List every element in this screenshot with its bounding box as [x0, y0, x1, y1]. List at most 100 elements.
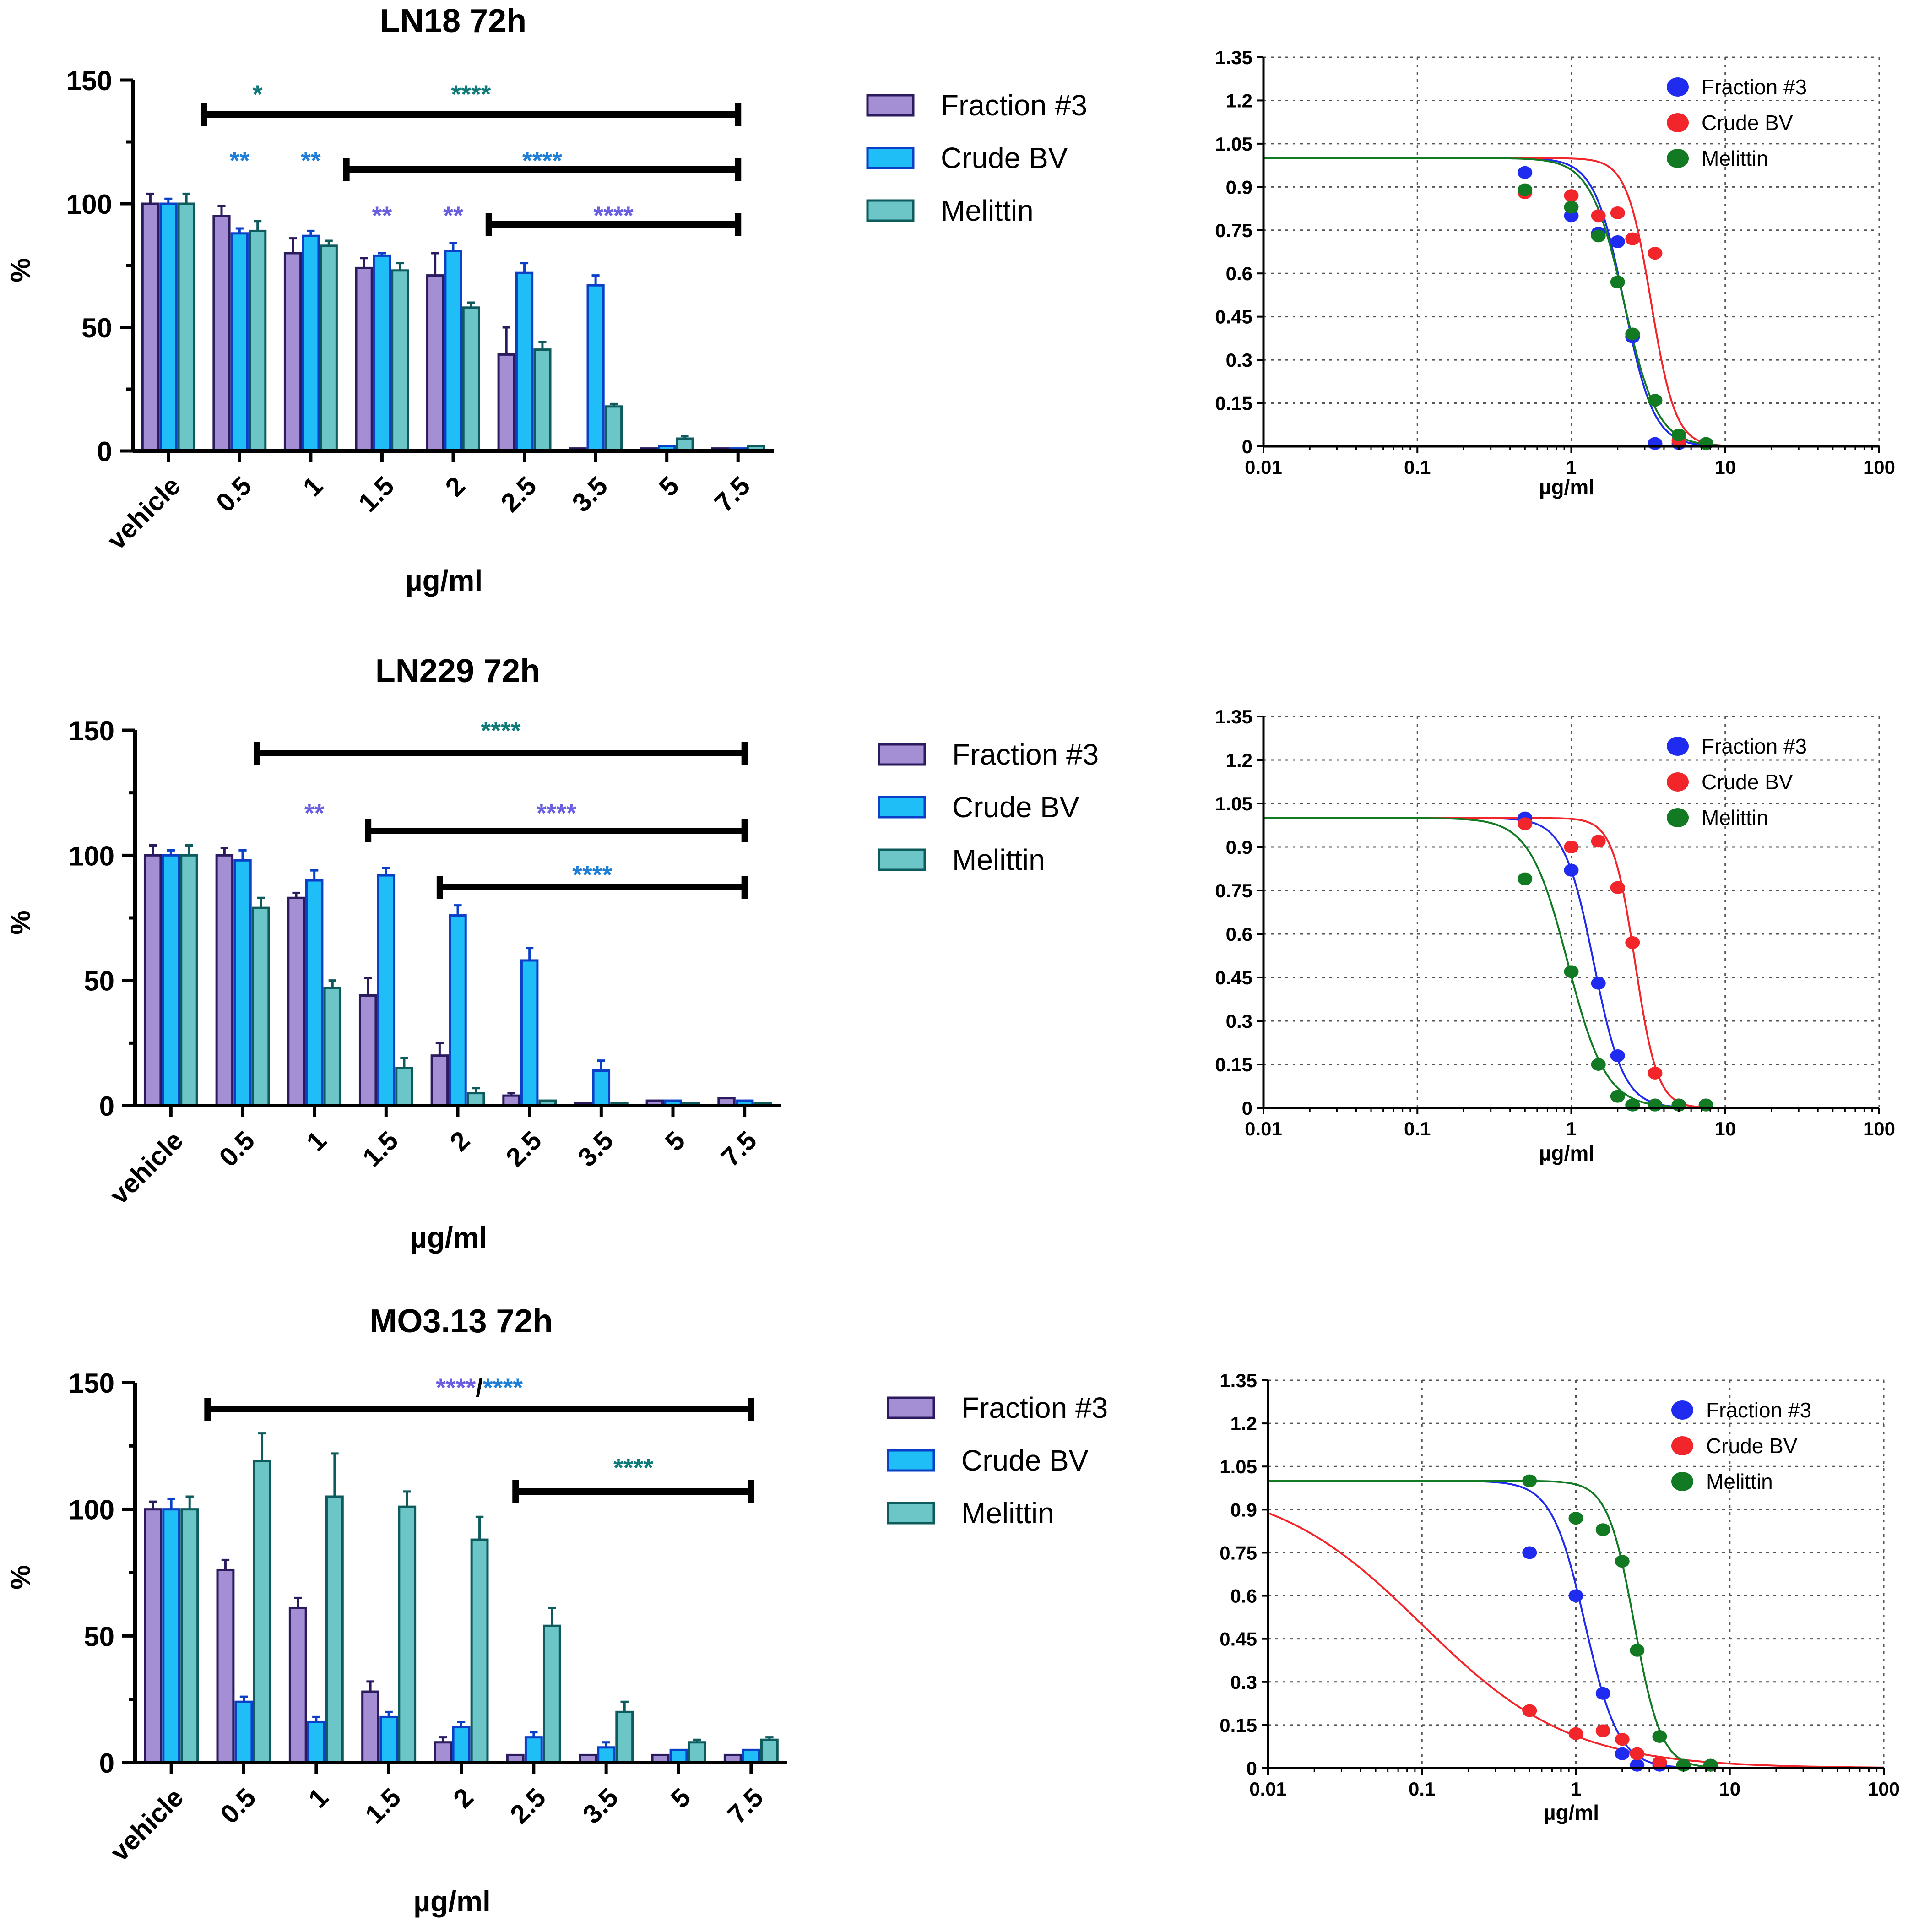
significance-part: **** — [483, 1373, 523, 1402]
x-tick-label: 3.5 — [566, 471, 613, 518]
significance-label: * — [253, 80, 263, 109]
data-point — [1671, 428, 1686, 441]
bar — [283, 252, 302, 452]
y-tick-label: 150 — [69, 716, 114, 746]
y-tick-label: 0.3 — [1230, 1672, 1257, 1693]
y-tick-label: 0 — [1242, 436, 1252, 457]
y-tick-label: 1.2 — [1226, 749, 1252, 771]
legend-marker — [1667, 772, 1689, 792]
legend-marker — [1671, 1436, 1693, 1455]
data-point — [1615, 1555, 1630, 1568]
x-tick-label: 1.5 — [353, 471, 400, 518]
y-tick-label: 0.6 — [1230, 1585, 1257, 1607]
significance-label: **** — [522, 146, 562, 175]
x-tick-label: 0.01 — [1249, 1778, 1287, 1800]
legend-swatch — [887, 1396, 935, 1419]
significance-label: **** — [593, 201, 633, 230]
bar — [361, 1690, 380, 1764]
x-tick-label: 0.1 — [1404, 1118, 1431, 1140]
legend-marker — [1671, 1400, 1693, 1420]
data-point — [1518, 872, 1533, 885]
x-tick-label: 2.5 — [500, 1125, 547, 1172]
y-tick-label: 50 — [84, 966, 114, 997]
bar — [449, 914, 467, 1107]
data-point — [1652, 1730, 1667, 1743]
y-tick-label: 0.45 — [1220, 1628, 1257, 1650]
bar — [141, 202, 160, 452]
legend-label: Melittin — [941, 194, 1034, 227]
y-tick-label: 0.75 — [1215, 220, 1252, 241]
legend-swatch — [878, 796, 926, 819]
bar — [430, 1054, 449, 1107]
x-tick-label: vehicle — [102, 471, 186, 555]
legend-label: Crude BV — [952, 791, 1079, 824]
legend-marker — [1667, 149, 1689, 168]
y-axis-label: % — [5, 1565, 36, 1589]
bar — [452, 1726, 471, 1764]
y-tick-label: 0 — [99, 1091, 114, 1122]
data-point — [1648, 437, 1663, 450]
significance-label: **** — [537, 798, 576, 827]
legend-label: Crude BV — [941, 141, 1068, 174]
y-tick-label: 1.35 — [1220, 1370, 1257, 1391]
data-point — [1630, 1644, 1645, 1657]
x-tick-label: vehicle — [104, 1125, 189, 1210]
bar — [305, 879, 324, 1107]
data-point — [1648, 394, 1663, 407]
legend-label: Melittin — [1706, 1470, 1773, 1493]
data-point — [1568, 1727, 1583, 1740]
y-tick-label: 0.9 — [1226, 836, 1252, 858]
x-axis-label: µg/ml — [1539, 475, 1594, 499]
bar — [358, 994, 377, 1107]
bar — [669, 1748, 688, 1764]
bar — [373, 254, 391, 452]
legend-label: Fraction #3 — [1706, 1398, 1811, 1422]
x-tick-label: 100 — [1868, 1778, 1900, 1800]
x-tick-label: 10 — [1714, 456, 1736, 478]
x-tick-label: 5 — [653, 471, 685, 502]
data-point — [1615, 1747, 1630, 1760]
x-axis-label: µg/ml — [410, 1221, 487, 1254]
data-point — [1610, 1049, 1625, 1062]
x-tick-label: 5 — [665, 1782, 697, 1814]
bar — [377, 874, 396, 1107]
y-axis-label: % — [5, 910, 36, 934]
bar — [180, 1508, 199, 1764]
legend-marker — [1667, 113, 1689, 132]
legend-label: Crude BV — [1702, 111, 1793, 135]
x-tick-label: 1 — [301, 1125, 332, 1157]
x-tick-label: 0.1 — [1404, 456, 1431, 478]
legend-label: Crude BV — [1706, 1434, 1798, 1458]
data-point — [1610, 235, 1625, 248]
bar — [597, 1746, 616, 1764]
x-tick-label: 2 — [448, 1782, 479, 1814]
data-point — [1648, 247, 1663, 260]
legend-swatch — [878, 743, 926, 766]
bar — [426, 274, 444, 452]
data-point — [1568, 1589, 1583, 1602]
data-point — [1522, 1546, 1537, 1559]
x-tick-label: 2.5 — [504, 1782, 552, 1829]
bar — [391, 269, 409, 452]
legend-label: Melittin — [961, 1497, 1054, 1530]
x-tick-label: 2.5 — [495, 471, 542, 518]
bar-chart-3: MO3.13 72h 0 50 100 150 vehicle 0.5 1 1.5 2 2.5 3.5… — [5, 1303, 1108, 1918]
y-tick-label: 1.35 — [1215, 47, 1252, 68]
data-point — [1610, 881, 1625, 894]
x-axis-label: µg/ml — [406, 564, 482, 597]
chart-title: MO3.13 72h — [369, 1303, 553, 1340]
x-tick-label: 1 — [297, 471, 329, 502]
bar — [159, 202, 178, 452]
data-point — [1648, 1067, 1663, 1080]
data-point — [1625, 232, 1640, 245]
data-point — [1625, 327, 1640, 341]
bar — [323, 987, 342, 1107]
bar — [586, 284, 605, 452]
bar — [180, 854, 198, 1107]
bar — [212, 215, 231, 452]
data-point — [1518, 166, 1533, 179]
significance-label: ** — [443, 201, 463, 230]
legend-swatch — [866, 94, 915, 117]
data-point — [1591, 1058, 1606, 1071]
y-tick-label: 0 — [99, 1748, 114, 1779]
